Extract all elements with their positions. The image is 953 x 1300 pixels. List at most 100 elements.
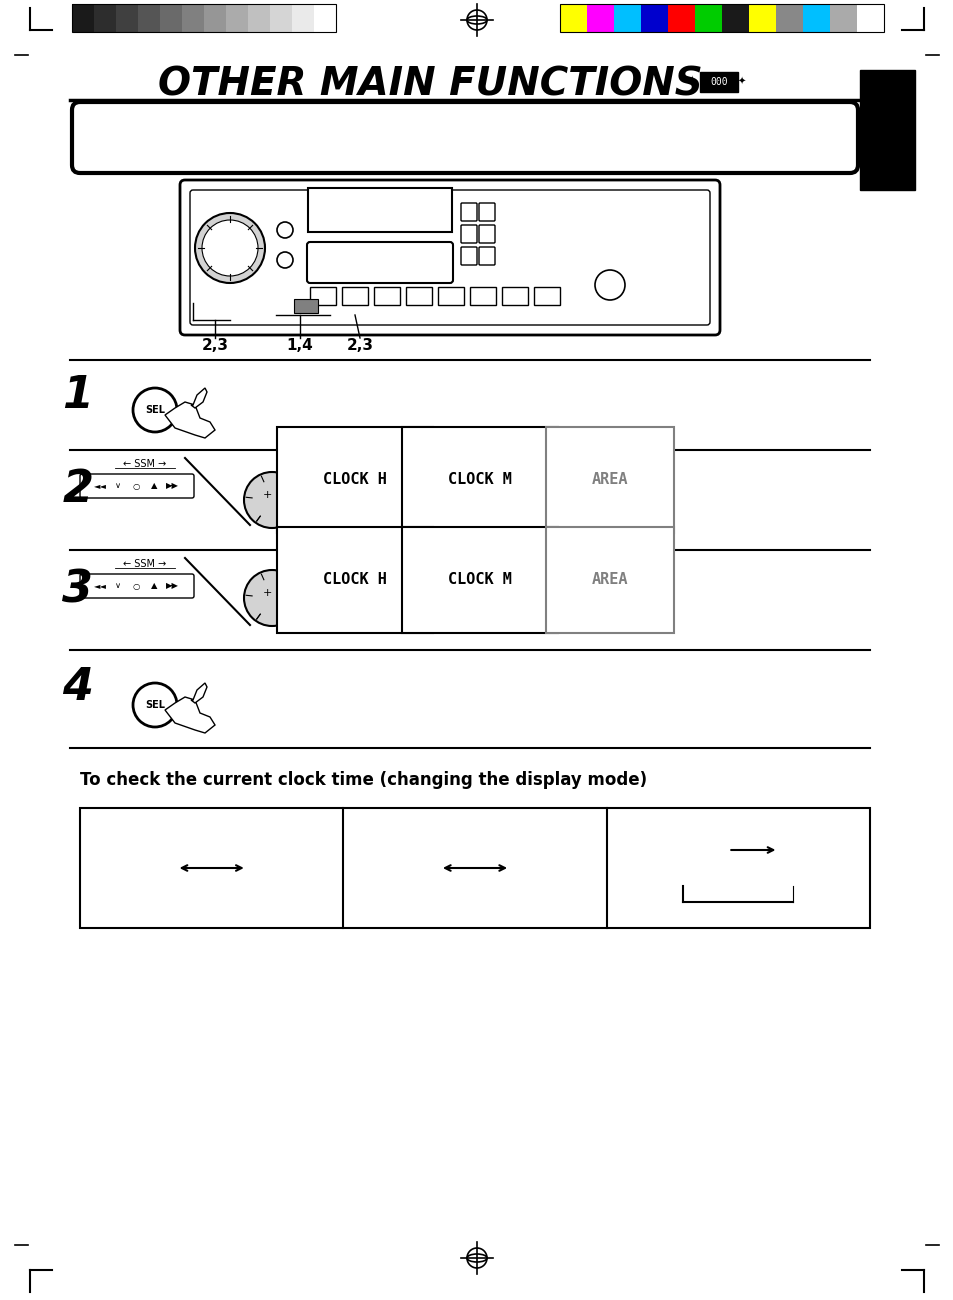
Bar xyxy=(614,4,640,32)
FancyBboxPatch shape xyxy=(460,225,476,243)
Bar xyxy=(802,4,829,32)
Text: SEL: SEL xyxy=(145,699,165,710)
Bar xyxy=(748,4,775,32)
Bar xyxy=(640,4,667,32)
Bar xyxy=(204,4,226,32)
FancyBboxPatch shape xyxy=(308,188,452,231)
Circle shape xyxy=(474,1254,479,1261)
Text: 1: 1 xyxy=(63,373,93,416)
FancyBboxPatch shape xyxy=(460,247,476,265)
Text: +: + xyxy=(262,588,272,598)
Polygon shape xyxy=(191,387,207,408)
Text: ○: ○ xyxy=(132,481,139,490)
FancyBboxPatch shape xyxy=(80,575,193,598)
FancyBboxPatch shape xyxy=(460,203,476,221)
Text: 2,3: 2,3 xyxy=(346,338,374,352)
FancyBboxPatch shape xyxy=(294,299,317,313)
Text: 3: 3 xyxy=(63,568,93,611)
Ellipse shape xyxy=(467,1254,486,1262)
Text: ← SSM →: ← SSM → xyxy=(123,459,167,469)
Circle shape xyxy=(132,387,177,432)
Bar xyxy=(94,4,116,32)
Text: ✦: ✦ xyxy=(738,77,745,87)
FancyBboxPatch shape xyxy=(307,242,453,283)
Text: 2,3: 2,3 xyxy=(201,338,229,352)
Text: CLOCK H: CLOCK H xyxy=(323,572,387,588)
FancyBboxPatch shape xyxy=(71,101,857,173)
Text: ▲: ▲ xyxy=(151,581,157,590)
Text: →: → xyxy=(420,471,438,490)
Bar xyxy=(116,4,138,32)
Polygon shape xyxy=(191,682,207,703)
Bar xyxy=(695,4,721,32)
Bar xyxy=(138,4,160,32)
Bar xyxy=(80,809,869,928)
FancyBboxPatch shape xyxy=(190,190,709,325)
Text: ◄◄: ◄◄ xyxy=(93,581,107,590)
Circle shape xyxy=(276,222,293,238)
Text: CLOCK H: CLOCK H xyxy=(323,472,387,488)
Bar xyxy=(534,287,559,306)
Circle shape xyxy=(244,569,299,627)
Text: ▶▶: ▶▶ xyxy=(165,481,178,490)
FancyBboxPatch shape xyxy=(478,225,495,243)
Bar xyxy=(160,4,182,32)
Text: To check the current clock time (changing the display mode): To check the current clock time (changin… xyxy=(80,771,646,789)
FancyBboxPatch shape xyxy=(700,72,738,92)
Bar xyxy=(470,287,496,306)
Bar xyxy=(341,287,368,306)
Circle shape xyxy=(276,252,293,268)
Circle shape xyxy=(194,213,265,283)
Text: →: → xyxy=(548,471,567,490)
Text: ✦: ✦ xyxy=(686,75,697,88)
Text: SEL: SEL xyxy=(145,406,165,415)
Polygon shape xyxy=(165,402,214,438)
Text: ← SSM →: ← SSM → xyxy=(123,559,167,569)
Text: →: → xyxy=(300,471,319,490)
Bar xyxy=(314,4,335,32)
Bar xyxy=(406,287,432,306)
Bar xyxy=(559,4,883,32)
Bar xyxy=(182,4,204,32)
FancyBboxPatch shape xyxy=(180,179,720,335)
Circle shape xyxy=(202,220,257,276)
Bar xyxy=(437,287,463,306)
Text: 1,4: 1,4 xyxy=(286,338,313,352)
Bar xyxy=(226,4,248,32)
FancyBboxPatch shape xyxy=(478,247,495,265)
Bar xyxy=(775,4,802,32)
Bar xyxy=(501,287,527,306)
Bar xyxy=(71,4,94,32)
Text: AREA: AREA xyxy=(591,572,628,588)
Bar xyxy=(559,4,586,32)
Text: ∨: ∨ xyxy=(114,481,121,490)
Text: 2: 2 xyxy=(63,468,93,511)
Bar xyxy=(856,4,883,32)
Text: ○: ○ xyxy=(132,581,139,590)
Bar xyxy=(270,4,292,32)
Bar xyxy=(859,70,914,190)
Circle shape xyxy=(595,270,624,300)
Bar xyxy=(721,4,748,32)
Bar xyxy=(586,4,614,32)
Text: +: + xyxy=(262,490,272,501)
Circle shape xyxy=(474,17,479,23)
Text: ◄◄: ◄◄ xyxy=(93,481,107,490)
Bar xyxy=(292,4,314,32)
Text: 4: 4 xyxy=(63,667,93,710)
Ellipse shape xyxy=(467,16,486,23)
Polygon shape xyxy=(165,697,214,733)
Bar xyxy=(310,287,335,306)
Text: AREA: AREA xyxy=(591,472,628,488)
Circle shape xyxy=(132,682,177,727)
Bar xyxy=(829,4,856,32)
Bar xyxy=(71,4,335,32)
FancyBboxPatch shape xyxy=(80,474,193,498)
Text: →: → xyxy=(420,569,438,590)
Text: →: → xyxy=(548,569,567,590)
Bar xyxy=(248,4,270,32)
Bar xyxy=(667,4,695,32)
Text: →: → xyxy=(300,569,319,590)
Text: CLOCK M: CLOCK M xyxy=(448,572,512,588)
Text: ▶▶: ▶▶ xyxy=(165,581,178,590)
